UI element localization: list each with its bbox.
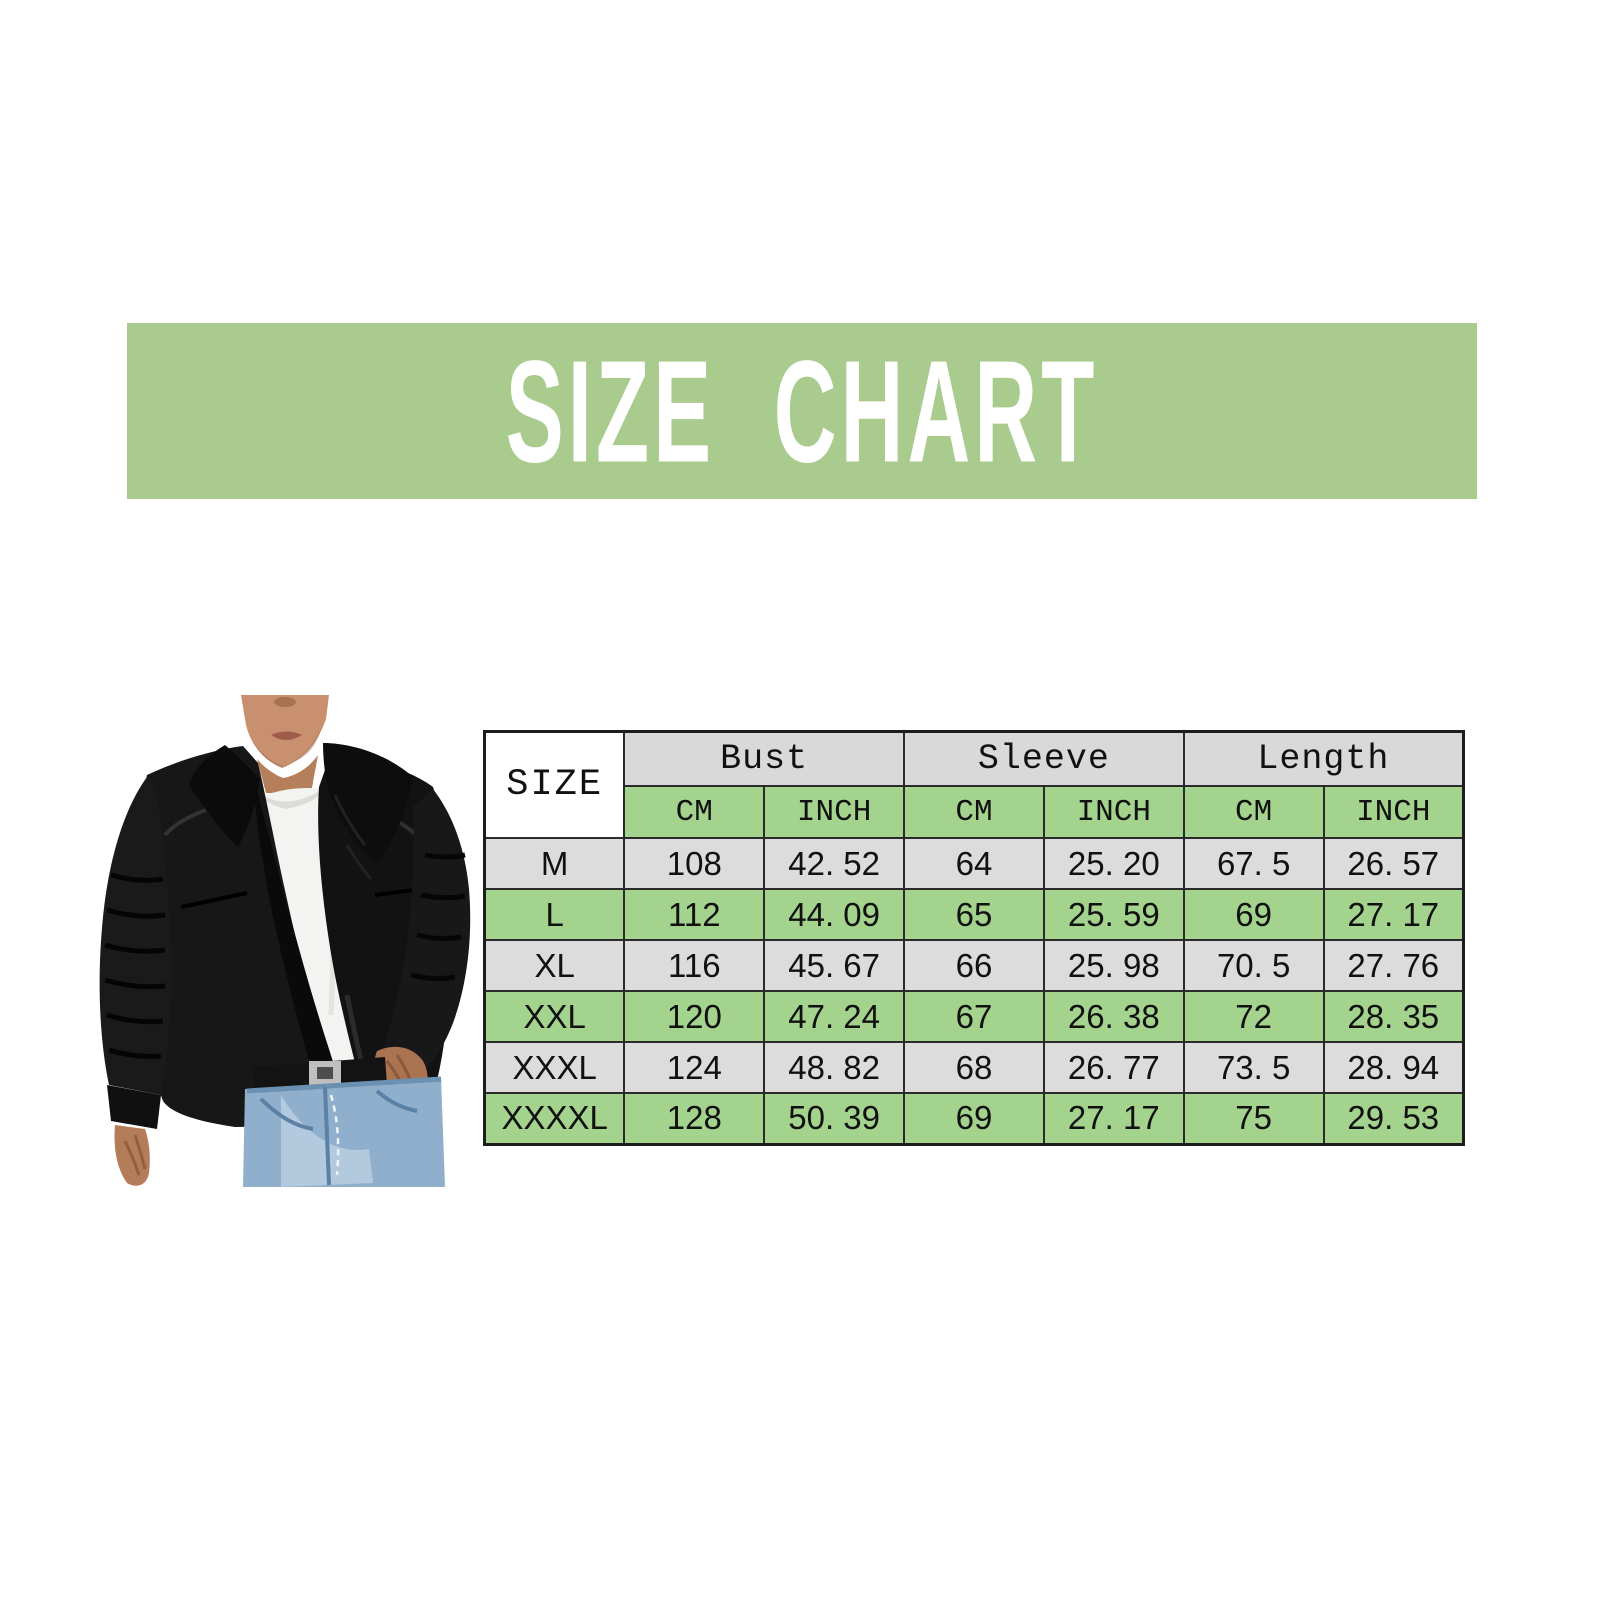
size-label: XXXXL	[483, 1092, 626, 1145]
length-cm-value: 73. 5	[1182, 1041, 1325, 1094]
length-cm-value: 72	[1182, 990, 1325, 1043]
length-inch-value: 28. 35	[1322, 990, 1465, 1043]
bust-cm-value: 116	[623, 939, 766, 992]
size-label: L	[483, 888, 626, 941]
size-chart-banner: SIZE CHART	[127, 323, 1477, 499]
size-column-header: SIZE	[483, 730, 626, 839]
unit-header-sleeve-inch: INCH	[1042, 785, 1185, 839]
unit-header-sleeve-cm: CM	[903, 785, 1045, 839]
group-header-bust: Bust	[623, 730, 906, 787]
size-label: XXXL	[483, 1041, 626, 1094]
table-row-l: L 112 44. 09 65 25. 59 69 27. 17	[483, 888, 1465, 941]
length-cm-value: 75	[1182, 1092, 1325, 1145]
size-label: XXL	[483, 990, 626, 1043]
sleeve-inch-value: 25. 20	[1042, 837, 1185, 890]
left-arm	[99, 777, 172, 1186]
bust-cm-value: 120	[623, 990, 766, 1043]
bust-cm-value: 128	[623, 1092, 766, 1145]
size-label: M	[483, 837, 626, 890]
bust-cm-value: 108	[623, 837, 766, 890]
sleeve-inch-value: 27. 17	[1042, 1092, 1185, 1145]
table-row-xxxxl: XXXXL 128 50. 39 69 27. 17 75 29. 53	[483, 1092, 1465, 1145]
sleeve-cm-value: 69	[903, 1092, 1045, 1145]
sleeve-inch-value: 26. 38	[1042, 990, 1185, 1043]
fur-collar	[189, 743, 413, 1125]
length-inch-value: 26. 57	[1322, 837, 1465, 890]
bust-inch-value: 48. 82	[763, 1041, 906, 1094]
table-row-xxl: XXL 120 47. 24 67 26. 38 72 28. 35	[483, 990, 1465, 1043]
table-row-m: M 108 42. 52 64 25. 20 67. 5 26. 57	[483, 837, 1465, 890]
group-header-length: Length	[1182, 730, 1465, 787]
size-chart-title: SIZE CHART	[505, 330, 1099, 492]
unit-header-length-inch: INCH	[1322, 785, 1465, 839]
bust-inch-value: 42. 52	[763, 837, 906, 890]
jeans	[243, 1076, 445, 1187]
model-face	[241, 695, 329, 793]
bust-cm-value: 112	[623, 888, 766, 941]
length-inch-value: 27. 17	[1322, 888, 1465, 941]
sleeve-inch-value: 25. 98	[1042, 939, 1185, 992]
length-cm-value: 70. 5	[1182, 939, 1325, 992]
size-chart-table: SIZE Bust Sleeve Length CM INCH CM INCH …	[483, 730, 1465, 1146]
bust-inch-value: 50. 39	[763, 1092, 906, 1145]
product-model-photo	[99, 695, 471, 1187]
sleeve-cm-value: 65	[903, 888, 1045, 941]
table-row-xl: XL 116 45. 67 66 25. 98 70. 5 27. 76	[483, 939, 1465, 992]
bust-inch-value: 44. 09	[763, 888, 906, 941]
size-label: XL	[483, 939, 626, 992]
unit-header-bust-cm: CM	[623, 785, 766, 839]
group-header-sleeve: Sleeve	[903, 730, 1185, 787]
table-row-xxxl: XXXL 124 48. 82 68 26. 77 73. 5 28. 94	[483, 1041, 1465, 1094]
unit-header-length-cm: CM	[1182, 785, 1325, 839]
sleeve-inch-value: 26. 77	[1042, 1041, 1185, 1094]
sleeve-cm-value: 68	[903, 1041, 1045, 1094]
sleeve-cm-value: 66	[903, 939, 1045, 992]
bust-inch-value: 45. 67	[763, 939, 906, 992]
bust-inch-value: 47. 24	[763, 990, 906, 1043]
length-inch-value: 29. 53	[1322, 1092, 1465, 1145]
sleeve-cm-value: 64	[903, 837, 1045, 890]
length-cm-value: 69	[1182, 888, 1325, 941]
bust-cm-value: 124	[623, 1041, 766, 1094]
length-inch-value: 28. 94	[1322, 1041, 1465, 1094]
unit-header-bust-inch: INCH	[763, 785, 906, 839]
length-inch-value: 27. 76	[1322, 939, 1465, 992]
sleeve-cm-value: 67	[903, 990, 1045, 1043]
sleeve-inch-value: 25. 59	[1042, 888, 1185, 941]
length-cm-value: 67. 5	[1182, 837, 1325, 890]
